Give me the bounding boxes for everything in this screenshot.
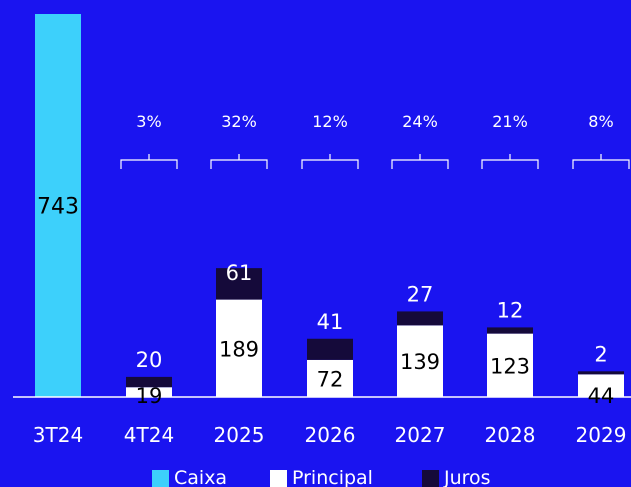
bar-juros-2027	[397, 311, 443, 326]
bar-principal-2025	[216, 299, 262, 397]
legend-swatch-principal	[270, 470, 287, 487]
value-label-juros-2028: 12	[497, 298, 524, 322]
legend-swatch-juros	[422, 470, 439, 487]
value-label-principal-2027: 139	[400, 350, 440, 374]
percent-label-1: 3%	[136, 112, 161, 131]
percent-brace-5	[481, 154, 539, 169]
percent-label-2: 32%	[221, 112, 257, 131]
value-label-juros-2029: 2	[594, 342, 607, 366]
percent-label-6: 8%	[588, 112, 613, 131]
percent-brace-1	[120, 154, 178, 169]
percent-brace-2	[210, 154, 268, 169]
percent-brace-6	[572, 154, 630, 169]
bar-principal-2027	[397, 325, 443, 397]
percent-label-5: 21%	[492, 112, 528, 131]
x-tick-label-2026: 2026	[305, 423, 356, 447]
value-label-principal-2029: 44	[588, 384, 615, 408]
x-tick-label-3t24: 3T24	[33, 423, 83, 447]
bar-principal-2029	[578, 374, 624, 397]
bar-juros-2029	[578, 371, 624, 375]
percent-brace-4	[391, 154, 449, 169]
value-label-juros-4t24: 20	[136, 348, 163, 372]
bar-juros-2025	[216, 268, 262, 300]
bar-juros-2028	[487, 327, 533, 334]
x-tick-label-2027: 2027	[395, 423, 446, 447]
value-label-principal-2025: 189	[219, 337, 259, 361]
value-label-juros-2026: 41	[317, 310, 344, 334]
x-tick-label-4t24: 4T24	[124, 423, 174, 447]
labels-layer: 743 3T24 19 20 4T24 189 61 2025 72 41 2026 139 27 202…	[33, 195, 627, 448]
percent-brace-3	[301, 154, 359, 169]
legend: Caixa Principal Juros	[152, 467, 491, 487]
value-label-principal-2028: 123	[490, 354, 530, 378]
bars-layer	[35, 14, 624, 397]
percent-label-4: 24%	[402, 112, 438, 131]
x-tick-label-2025: 2025	[214, 423, 265, 447]
legend-label-caixa: Caixa	[174, 467, 227, 487]
bar-juros-2026	[307, 338, 353, 360]
percent-braces-layer: 3% 32% 12% 24% 21% 8%	[120, 112, 630, 169]
value-label-principal-4t24: 19	[136, 384, 163, 408]
value-label-caixa-3t24: 743	[37, 195, 79, 220]
value-label-juros-2025: 61	[226, 261, 253, 285]
legend-swatch-caixa	[152, 470, 169, 487]
percent-label-3: 12%	[312, 112, 348, 131]
x-tick-label-2028: 2028	[485, 423, 536, 447]
legend-label-juros: Juros	[443, 467, 491, 487]
x-tick-label-2029: 2029	[576, 423, 627, 447]
bar-juros-4t24	[126, 376, 172, 388]
bar-principal-2028	[487, 333, 533, 397]
value-label-principal-2026: 72	[317, 367, 344, 391]
legend-label-principal: Principal	[292, 467, 373, 487]
bar-principal-2026	[307, 359, 353, 397]
bar-principal-4t24	[126, 387, 172, 397]
bar-caixa-3t24	[35, 14, 81, 397]
value-label-juros-2027: 27	[407, 282, 434, 306]
